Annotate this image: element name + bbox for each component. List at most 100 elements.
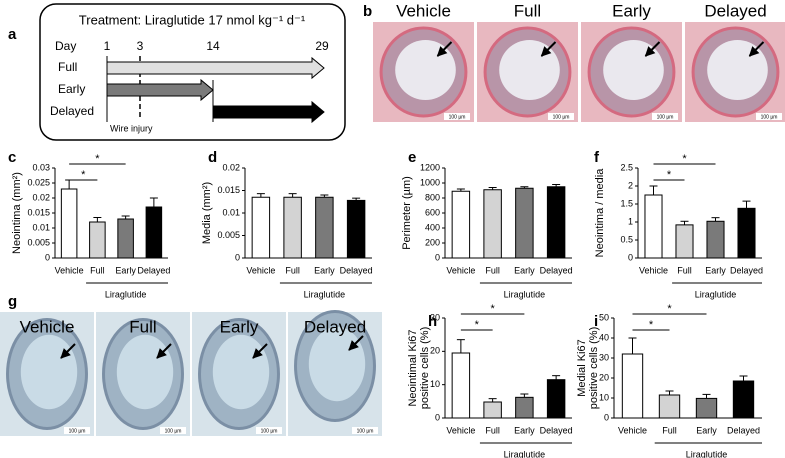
bar bbox=[145, 206, 163, 259]
panel-letter: h bbox=[428, 313, 437, 330]
lumen bbox=[116, 334, 174, 410]
scale-label: 100 µm bbox=[657, 114, 674, 120]
y-tick-label: 0.025 bbox=[27, 177, 50, 187]
arrow bbox=[348, 335, 364, 351]
x-tick-label: Early bbox=[115, 265, 136, 275]
significance-label: * bbox=[667, 169, 672, 181]
x-tick-label: Full bbox=[90, 265, 105, 275]
significance-label: * bbox=[682, 153, 687, 165]
x-tick-label: Full bbox=[285, 265, 300, 275]
image-label: Delayed bbox=[704, 1, 766, 20]
y-tick-label: 2 bbox=[628, 180, 633, 190]
y-tick-label: 0.02 bbox=[222, 162, 240, 172]
arrow bbox=[60, 343, 76, 359]
significance-label: * bbox=[475, 319, 480, 331]
y-tick-label: 0.015 bbox=[217, 185, 240, 195]
x-tick-label: Delayed bbox=[730, 265, 763, 275]
y-tick-label: 30 bbox=[599, 352, 609, 362]
scale-box bbox=[444, 113, 470, 120]
bar bbox=[644, 194, 663, 259]
y-axis-label: Neointima / media bbox=[594, 168, 606, 258]
day-label: Day bbox=[55, 39, 76, 53]
image-label: Vehicle bbox=[396, 1, 451, 20]
y-tick-label: 0 bbox=[235, 252, 240, 262]
bar bbox=[251, 196, 271, 259]
x-tick-label: Vehicle bbox=[618, 425, 647, 435]
x-tick-label: Full bbox=[485, 265, 500, 275]
day: 14 bbox=[206, 39, 220, 53]
x-tick-label: Vehicle bbox=[446, 425, 475, 435]
panel-letter: i bbox=[594, 313, 598, 330]
panel-letter: e bbox=[408, 149, 416, 166]
frame bbox=[39, 3, 346, 141]
day: 1 bbox=[104, 39, 111, 53]
bar bbox=[658, 394, 681, 419]
y-tick-label: 800 bbox=[425, 192, 440, 202]
lumen bbox=[308, 326, 366, 402]
bar bbox=[546, 186, 566, 259]
scale-label: 100 µm bbox=[449, 114, 466, 120]
y-tick-label: 0.01 bbox=[222, 207, 240, 217]
y-tick-label: 0.03 bbox=[32, 162, 50, 172]
scale-box bbox=[652, 113, 678, 120]
arrow bbox=[106, 78, 214, 102]
y-tick-label: 600 bbox=[425, 207, 440, 217]
bar bbox=[60, 188, 78, 259]
panel-letter: g bbox=[8, 293, 17, 310]
scale-box bbox=[160, 427, 186, 434]
y-tick-label: 0.5 bbox=[620, 234, 633, 244]
bar bbox=[706, 220, 725, 259]
group-label: Liraglutide bbox=[504, 289, 546, 299]
scale-box bbox=[756, 113, 782, 120]
scale-label: 100 µm bbox=[165, 428, 182, 434]
bar bbox=[483, 189, 502, 259]
x-tick-label: Vehicle bbox=[639, 265, 668, 275]
significance-label: * bbox=[649, 319, 654, 331]
arrow bbox=[252, 343, 268, 359]
x-tick-label: Delayed bbox=[727, 425, 760, 435]
y-tick-label: 0.015 bbox=[27, 207, 50, 217]
y-tick-label: 0 bbox=[604, 412, 609, 422]
scale-box bbox=[548, 113, 574, 120]
y-tick-label: 1 bbox=[628, 216, 633, 226]
panel-letter: d bbox=[208, 149, 217, 166]
bar bbox=[89, 221, 106, 259]
y-tick-label: 10 bbox=[430, 379, 440, 389]
image-label: Early bbox=[220, 317, 259, 336]
scale-label: 100 µm bbox=[357, 428, 374, 434]
title: Treatment: Liraglutide 17 nmol kg⁻¹ d⁻¹ bbox=[79, 12, 306, 27]
image-label: Vehicle bbox=[20, 317, 75, 336]
y-tick-label: 10 bbox=[599, 392, 609, 402]
arrow bbox=[212, 100, 325, 124]
group-label: Liraglutide bbox=[695, 289, 737, 299]
scale-label: 100 µm bbox=[69, 428, 86, 434]
x-tick-label: Early bbox=[314, 265, 335, 275]
row-label: Full bbox=[58, 60, 77, 74]
group-label: Liraglutide bbox=[504, 449, 546, 458]
bar bbox=[283, 196, 302, 259]
x-tick-label: Vehicle bbox=[55, 265, 84, 275]
x-tick-label: Delayed bbox=[540, 425, 573, 435]
y-tick-label: 20 bbox=[599, 372, 609, 382]
x-tick-label: Delayed bbox=[340, 265, 373, 275]
scale-label: 100 µm bbox=[261, 428, 278, 434]
x-tick-label: Full bbox=[662, 425, 677, 435]
image-label: Full bbox=[129, 317, 156, 336]
x-tick-label: Early bbox=[514, 425, 535, 435]
bar bbox=[315, 196, 334, 259]
lumen bbox=[395, 40, 456, 100]
y-axis-label: positive cells (%) bbox=[419, 327, 431, 410]
bar bbox=[117, 218, 134, 259]
bar bbox=[515, 396, 534, 419]
y-tick-label: 50 bbox=[599, 312, 609, 322]
y-tick-label: 0.01 bbox=[32, 222, 50, 232]
panel-letter: b bbox=[363, 3, 372, 20]
significance-label: * bbox=[81, 169, 86, 181]
panel-letter: f bbox=[594, 149, 600, 166]
bar bbox=[621, 353, 644, 419]
group-label: Liraglutide bbox=[686, 449, 728, 458]
arrow bbox=[436, 41, 453, 57]
y-tick-label: 0 bbox=[45, 252, 50, 262]
significance-label: * bbox=[490, 303, 495, 315]
